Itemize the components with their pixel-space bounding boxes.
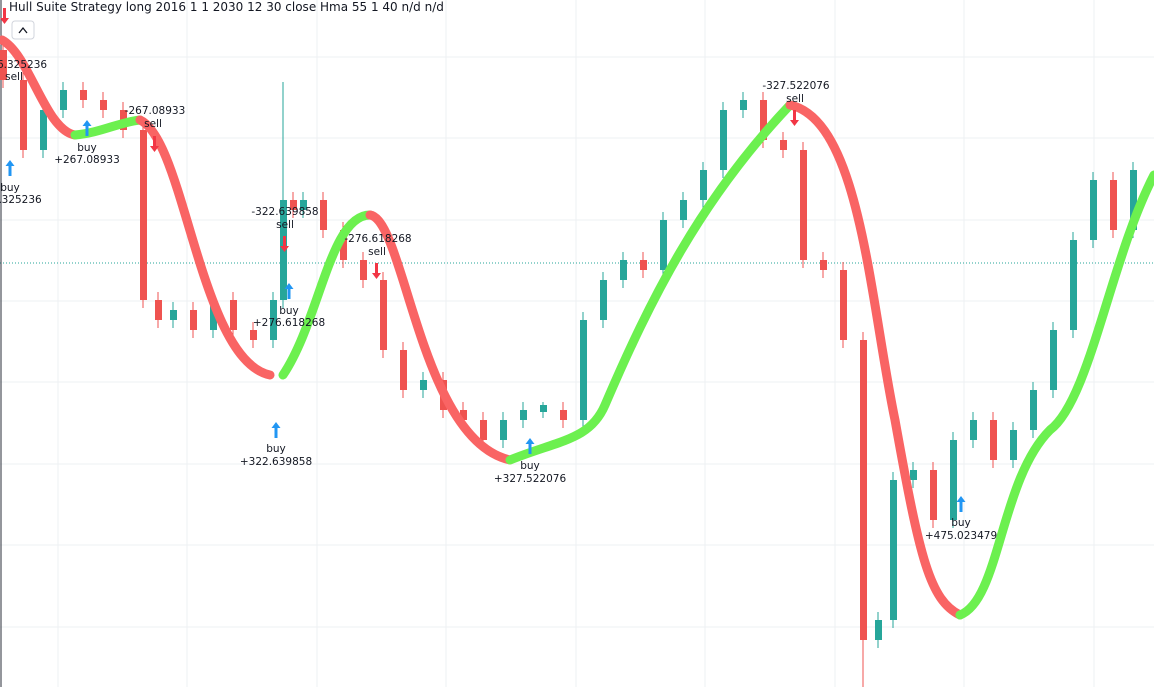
buy-arrows: [5, 120, 966, 512]
trade-signal: buy: [77, 142, 97, 154]
trade-signal: buy: [0, 182, 20, 194]
trade-profit: -276.618268: [344, 233, 411, 245]
trade-profit: .325236: [0, 194, 42, 206]
trade-signal: buy: [951, 517, 971, 529]
hull-band: [0, 35, 1154, 620]
bearish-candles: [0, 42, 1117, 687]
trade-signal: buy: [266, 443, 286, 455]
trade-signal: sell: [276, 219, 294, 231]
trade-signal: sell: [144, 118, 162, 130]
trade-profit: -267.08933: [125, 105, 186, 117]
trade-profit: +322.639858: [240, 456, 312, 468]
strategy-title: Hull Suite Strategy long 2016 1 1 2030 1…: [9, 0, 444, 14]
bullish-candles: [40, 82, 1137, 648]
trade-signal: sell: [786, 93, 804, 105]
trade-profit: 6.325236: [0, 59, 47, 71]
trade-profit: -327.522076: [762, 80, 830, 92]
trade-profit: -322.639858: [251, 206, 318, 218]
trade-labels: 6.325236 sell buy .325236 -267.08933 sel…: [0, 59, 997, 542]
trade-profit: +475.023479: [925, 530, 997, 542]
trade-signal: sell: [5, 71, 23, 83]
trade-signal: buy: [520, 460, 540, 472]
collapse-button[interactable]: [11, 20, 35, 40]
trade-profit: +276.618268: [253, 317, 325, 329]
trade-profit: +327.522076: [494, 473, 567, 485]
trade-signal: buy: [279, 305, 299, 317]
sell-arrows: [0, 8, 799, 279]
trade-profit: +267.08933: [54, 154, 120, 166]
trade-signal: sell: [368, 246, 386, 258]
